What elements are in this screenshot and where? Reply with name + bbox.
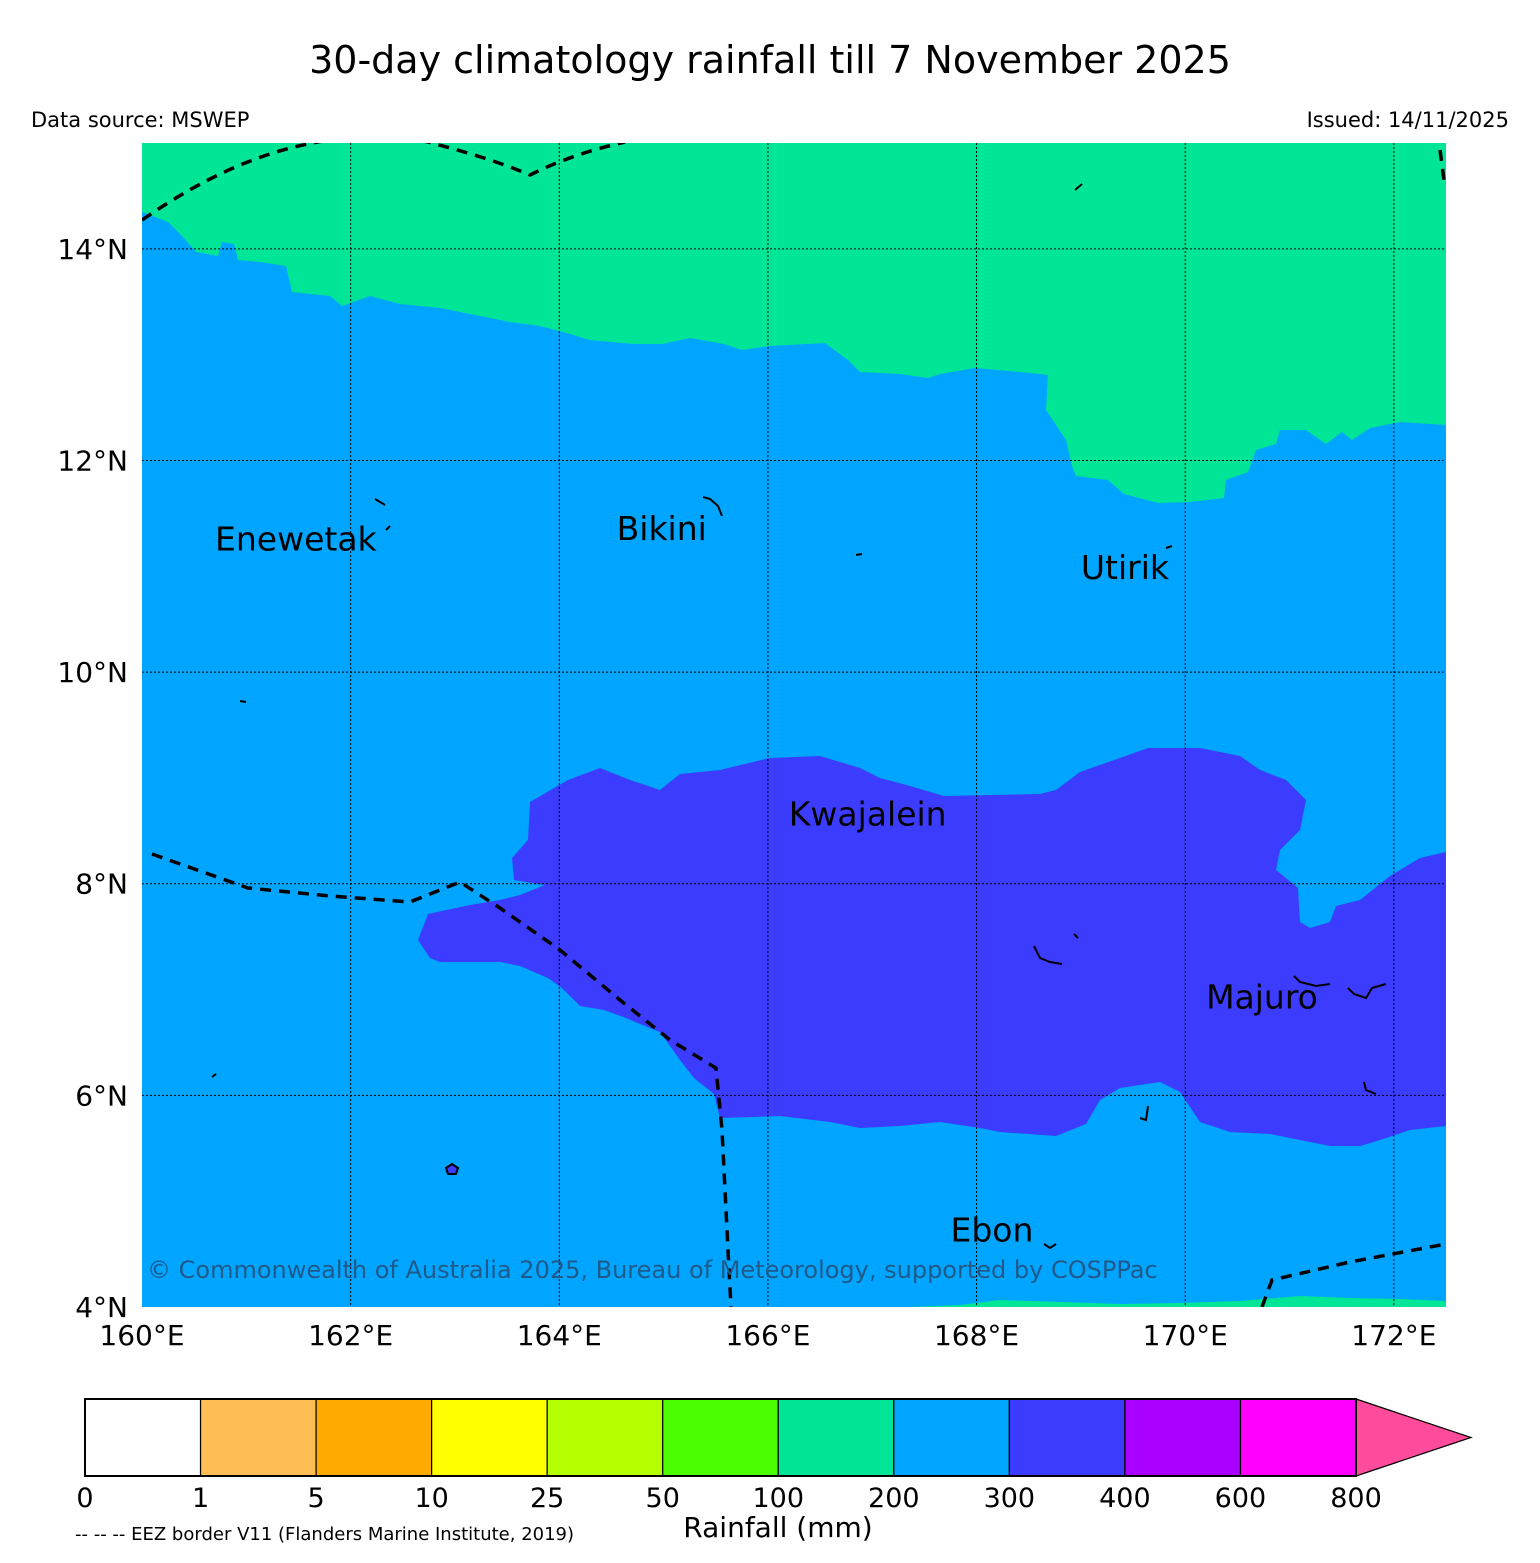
colorbar-tick-label: 0 xyxy=(76,1483,93,1514)
place-label-ebon: Ebon xyxy=(950,1210,1033,1249)
place-label-enewetak: Enewetak xyxy=(215,519,378,558)
colorbar-title: Rainfall (mm) xyxy=(683,1511,872,1544)
data-source-label: Data source: MSWEP xyxy=(31,108,250,132)
lat-tick-label: 10°N xyxy=(57,656,128,689)
eez-legend-note: -- -- -- EEZ border V11 (Flanders Marine… xyxy=(75,1524,574,1545)
eez-borders xyxy=(142,143,1446,1307)
colorbar-tick-label: 600 xyxy=(1215,1483,1267,1514)
lat-tick-label: 14°N xyxy=(57,233,128,266)
lon-tick-label: 162°E xyxy=(308,1319,393,1352)
lon-tick-label: 170°E xyxy=(1143,1319,1228,1352)
longitude-tick-labels: 160°E 162°E 164°E 166°E 168°E 170°E 172°E xyxy=(99,1319,1436,1352)
bikini-atoll xyxy=(702,496,723,517)
colorbar-tick-label: 25 xyxy=(530,1483,564,1514)
place-label-kwajalein: Kwajalein xyxy=(789,795,947,834)
jaluit-atoll xyxy=(1139,1105,1149,1122)
colorbar-segment xyxy=(893,1398,1010,1477)
place-label-bikini: Bikini xyxy=(617,509,707,548)
graticule xyxy=(142,143,1446,1307)
place-labels: Enewetak Bikini Utirik Kwajalein Majuro Ebon xyxy=(215,509,1318,1250)
eez-border-south-east xyxy=(1260,1242,1446,1307)
colorbar-tick-label: 800 xyxy=(1330,1483,1382,1514)
colorbar-segment xyxy=(199,1398,317,1477)
colorbar-segment xyxy=(777,1398,895,1477)
colorbar-tick-label: 5 xyxy=(307,1483,324,1514)
arno-atoll xyxy=(1347,983,1387,1000)
lat-tick-label: 12°N xyxy=(57,444,128,477)
colorbar-tick-label: 300 xyxy=(984,1483,1036,1514)
lon-tick-label: 172°E xyxy=(1351,1319,1436,1352)
kosrae-island xyxy=(444,1162,460,1175)
rainfall-region-100-200-north xyxy=(142,143,1446,503)
colorbar-segment xyxy=(431,1398,548,1477)
lon-tick-label: 168°E xyxy=(934,1319,1019,1352)
place-label-utirik: Utirik xyxy=(1081,548,1170,587)
chart-title: 30-day climatology rainfall till 7 Novem… xyxy=(309,38,1231,82)
copyright-notice: © Commonwealth of Australia 2025, Bureau… xyxy=(147,1256,1158,1284)
enewetak-atoll xyxy=(374,498,391,531)
colorbar-segment xyxy=(1124,1398,1242,1477)
colorbar-segment xyxy=(1239,1398,1357,1477)
atoll-outlines xyxy=(211,183,1387,1250)
colorbar-segment xyxy=(84,1398,202,1477)
colorbar-segment xyxy=(315,1398,433,1477)
issued-date-label: Issued: 14/11/2025 xyxy=(1306,108,1509,132)
eez-border-north-west xyxy=(142,143,323,222)
rainfall-region-100-200-south xyxy=(910,1296,1446,1307)
colorbar-extend-arrow xyxy=(1355,1398,1473,1477)
colorbar-segment xyxy=(662,1398,779,1477)
eez-border-west xyxy=(151,852,733,1307)
colorbar-tick-label: 400 xyxy=(1099,1483,1151,1514)
colorbar-tick-label: 50 xyxy=(646,1483,680,1514)
lon-tick-label: 166°E xyxy=(725,1319,810,1352)
lat-tick-label: 4°N xyxy=(75,1291,128,1324)
colorbar-tick-label: 200 xyxy=(868,1483,920,1514)
utirik-atoll xyxy=(1074,183,1173,549)
place-label-majuro: Majuro xyxy=(1206,978,1318,1017)
colorbar-tick-label: 10 xyxy=(414,1483,448,1514)
colorbar-frame xyxy=(84,1398,1357,1477)
kwajalein-atoll xyxy=(1033,945,1063,965)
lat-tick-label: 6°N xyxy=(75,1079,128,1112)
ebon-atoll xyxy=(1043,1243,1057,1250)
colorbar-tick-label: 1 xyxy=(192,1483,209,1514)
colorbar-segment xyxy=(546,1398,664,1477)
rainfall-region-300-400 xyxy=(418,748,1446,1146)
majuro-atoll xyxy=(1293,975,1331,988)
colorbar-tick-label: 100 xyxy=(752,1483,804,1514)
eez-border-north-mid xyxy=(424,143,626,177)
eez-border-north-east xyxy=(1438,149,1446,181)
lon-tick-label: 160°E xyxy=(99,1319,184,1352)
colorbar-segment xyxy=(1008,1398,1126,1477)
lat-tick-label: 8°N xyxy=(75,868,128,901)
lon-tick-label: 164°E xyxy=(517,1319,602,1352)
colorbar: 0 1 5 10 25 50 100 200 300 400 600 800 xyxy=(76,1398,1473,1514)
mili-atoll xyxy=(1363,1081,1377,1095)
latitude-tick-labels: 4°N 6°N 8°N 10°N 12°N 14°N xyxy=(57,233,128,1324)
kwajalein-atoll-east xyxy=(1073,933,1079,939)
map-plot-area: Enewetak BikiniUtirikKwajaleinMajuroEbon … xyxy=(142,143,1446,1307)
small-islet-a xyxy=(211,553,863,1078)
